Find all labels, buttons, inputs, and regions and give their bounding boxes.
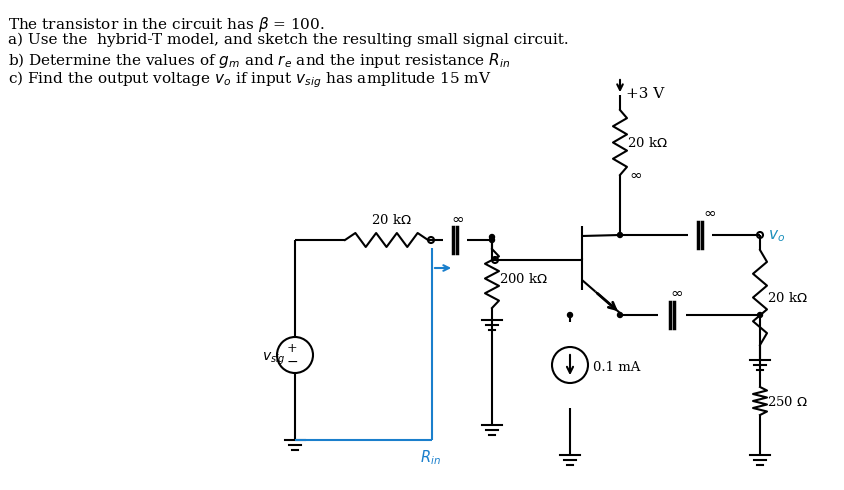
Text: 250 $\Omega$: 250 $\Omega$ <box>766 395 807 409</box>
Text: $\infty$: $\infty$ <box>628 168 641 182</box>
Text: b) Determine the values of $g_m$ and $r_e$ and the input resistance $R_{in}$: b) Determine the values of $g_m$ and $r_… <box>8 51 510 70</box>
Circle shape <box>617 313 622 318</box>
Text: The transistor in the circuit has $\beta$ = 100.: The transistor in the circuit has $\beta… <box>8 15 324 34</box>
Text: +3 V: +3 V <box>625 87 663 101</box>
Text: $\infty$: $\infty$ <box>451 212 463 226</box>
Text: −: − <box>286 355 297 369</box>
Circle shape <box>489 235 494 240</box>
Text: $v_{sig}$: $v_{sig}$ <box>262 351 285 367</box>
Circle shape <box>756 313 761 318</box>
Text: $R_{in}$: $R_{in}$ <box>419 448 441 466</box>
Text: 20 k$\Omega$: 20 k$\Omega$ <box>626 136 667 150</box>
Circle shape <box>617 232 622 238</box>
Text: 200 k$\Omega$: 200 k$\Omega$ <box>499 272 548 286</box>
Text: 20 k$\Omega$: 20 k$\Omega$ <box>766 291 807 305</box>
Text: +: + <box>286 342 297 354</box>
Text: c) Find the output voltage $v_o$ if input $v_{sig}$ has amplitude 15 mV: c) Find the output voltage $v_o$ if inpu… <box>8 69 491 90</box>
Text: $\infty$: $\infty$ <box>702 206 715 220</box>
Text: $\infty$: $\infty$ <box>669 286 682 300</box>
Text: a) Use the  hybrid-T model, and sketch the resulting small signal circuit.: a) Use the hybrid-T model, and sketch th… <box>8 33 568 48</box>
Circle shape <box>489 238 494 243</box>
Text: $v_o$: $v_o$ <box>767 228 784 244</box>
Text: 20 k$\Omega$: 20 k$\Omega$ <box>371 213 411 227</box>
Circle shape <box>567 313 572 318</box>
Text: 0.1 mA: 0.1 mA <box>592 361 640 374</box>
